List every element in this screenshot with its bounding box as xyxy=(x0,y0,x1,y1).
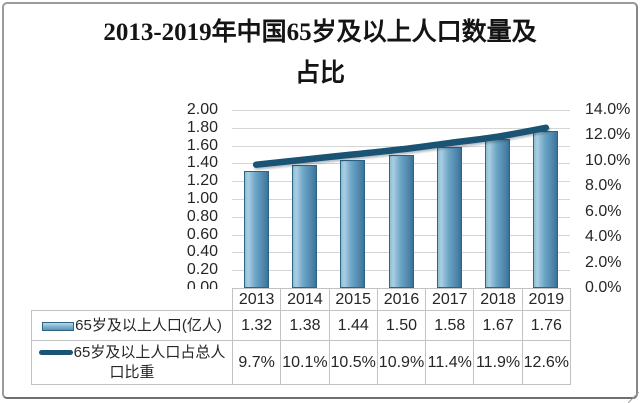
resize-cursor-artifact xyxy=(627,387,639,399)
year-header-cell: 2015 xyxy=(328,288,378,311)
gridline xyxy=(232,145,570,147)
value-cell: 10.9% xyxy=(376,340,427,385)
data-table: 2013 2014 2015 2016 2017 2018 2019 65岁及以上人口(亿人)… xyxy=(31,288,572,385)
value-cell: 1.58 xyxy=(425,310,475,341)
left-axis-tick-label: 1.60 xyxy=(186,136,218,154)
left-axis-tick-label: 0.20 xyxy=(186,261,218,279)
year-header-cell: 2016 xyxy=(376,288,427,311)
bar-65plus-population xyxy=(533,131,559,288)
bar-65plus-population xyxy=(340,159,366,288)
right-axis-tick-label: 8.0% xyxy=(585,177,622,195)
legend-label-text: 65岁及以上人口(亿人) xyxy=(75,316,222,334)
right-axis-tick-label: 10.0% xyxy=(585,151,631,169)
right-axis-tick-label: 12.0% xyxy=(585,126,631,144)
table-header-row: 2013 2014 2015 2016 2017 2018 2019 xyxy=(31,288,572,311)
value-cell: 1.38 xyxy=(280,310,330,341)
line-65plus-share xyxy=(252,124,550,168)
year-header-cell: 2017 xyxy=(425,288,475,311)
line-series-swatch-icon xyxy=(38,349,73,355)
gridline xyxy=(232,110,570,111)
left-axis-tick-label: 0.60 xyxy=(186,225,218,243)
value-cell: 11.9% xyxy=(473,340,523,385)
value-cell: 1.50 xyxy=(376,310,427,341)
bar-65plus-population xyxy=(291,165,317,288)
left-axis-tick-label: 1.00 xyxy=(186,190,218,207)
value-cell: 10.1% xyxy=(280,340,330,385)
left-axis-tick-label: 1.80 xyxy=(186,118,218,136)
year-header-cell: 2014 xyxy=(280,288,330,311)
share-line-layer xyxy=(252,124,550,168)
year-header-cell: 2013 xyxy=(231,288,282,311)
bar-65plus-population xyxy=(243,170,269,288)
value-cell: 10.5% xyxy=(328,340,378,385)
legend-label-cell: 65岁及以上人口占总人 口比重 xyxy=(31,340,233,385)
table-data-row: 65岁及以上人口(亿人) 1.32 1.38 1.44 1.50 1.58 1.67 1.76 xyxy=(31,310,572,341)
right-axis-tick-label: 4.0% xyxy=(585,228,622,246)
legend-label-text: 65岁及以上人口占总人 口比重 xyxy=(73,343,226,381)
year-header-cell: 2019 xyxy=(521,288,572,311)
left-axis-tick-label: 2.00 xyxy=(186,101,218,118)
bar-series-swatch-icon xyxy=(42,321,75,331)
table-data-row: 65岁及以上人口占总人 口比重 9.7% 10.1% 10.5% 10.9% 11.4% 1… xyxy=(31,340,572,385)
table-corner-blank xyxy=(31,288,233,311)
year-header-cell: 2018 xyxy=(473,288,523,311)
left-axis-tick-label: 0.40 xyxy=(186,243,218,261)
value-cell: 1.76 xyxy=(521,310,572,341)
left-axis-tick-label: 1.40 xyxy=(186,154,218,172)
right-axis-tick-label: 6.0% xyxy=(585,202,622,220)
legend-label-cell: 65岁及以上人口(亿人) xyxy=(31,310,233,341)
value-cell: 9.7% xyxy=(231,340,282,385)
value-cell: 1.44 xyxy=(328,310,378,341)
left-axis-tick-label: 0.80 xyxy=(186,207,218,225)
left-axis-tick-label: 1.20 xyxy=(186,172,218,190)
value-cell: 1.67 xyxy=(473,310,523,341)
value-cell: 1.32 xyxy=(231,310,282,341)
right-axis-tick-label: 2.0% xyxy=(585,253,622,271)
bar-65plus-population xyxy=(388,154,414,288)
gridline xyxy=(232,127,570,129)
right-axis-tick-label: 0.0% xyxy=(585,279,622,296)
bar-65plus-population xyxy=(485,139,511,288)
value-cell: 12.6% xyxy=(521,340,572,385)
chart-title: 2013-2019年中国65岁及以上人口数量及 占比 xyxy=(103,19,537,87)
value-cell: 11.4% xyxy=(425,340,475,385)
bar-65plus-population xyxy=(436,147,462,288)
right-axis-tick-label: 14.0% xyxy=(585,101,631,118)
